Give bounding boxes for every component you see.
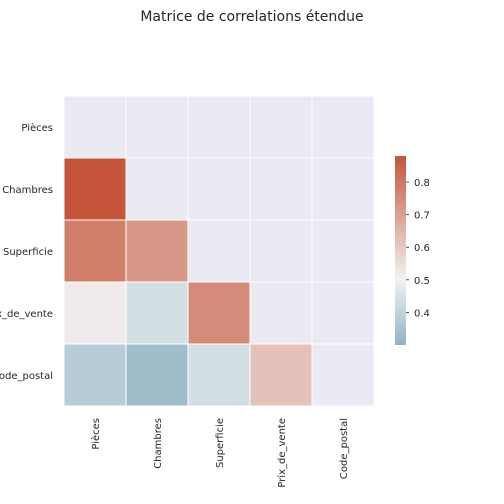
- colorbar-gradient: [395, 156, 406, 345]
- y-tick-label: Superficie: [3, 247, 53, 258]
- heatmap-cell: [125, 343, 189, 407]
- x-tick-labels: Pièces Chambres Superficie Prix_de_vente Cod…: [90, 418, 350, 488]
- heatmap-cells: [63, 95, 375, 407]
- heatmap-cell-masked: [187, 219, 251, 283]
- y-tick-label: Code_postal: [0, 371, 53, 382]
- heatmap-cell: [63, 281, 127, 345]
- heatmap-cell-masked: [249, 219, 313, 283]
- heatmap-cell-masked: [249, 281, 313, 345]
- heatmap-cell-masked: [187, 95, 251, 159]
- heatmap-cell: [125, 219, 189, 283]
- colorbar-tick-label: 0.4: [414, 308, 430, 319]
- heatmap-cell-masked: [311, 219, 375, 283]
- heatmap-cell-masked: [249, 95, 313, 159]
- colorbar-tick-label: 0.6: [414, 243, 430, 254]
- colorbar-tick-label: 0.5: [414, 276, 430, 287]
- heatmap-cell: [63, 343, 127, 407]
- y-tick-labels: Pièces Chambres Superficie Prix_de_vente Cod…: [0, 122, 53, 382]
- heatmap-cell: [63, 157, 127, 221]
- x-tick-label: Code_postal: [339, 418, 350, 479]
- y-tick-label: Chambres: [2, 185, 53, 196]
- heatmap-cell-masked: [311, 281, 375, 345]
- x-tick-label: Pièces: [90, 418, 102, 450]
- heatmap-cell-masked: [249, 157, 313, 221]
- heatmap-cell-masked: [311, 343, 375, 407]
- heatmap-cell: [63, 219, 127, 283]
- y-tick-label: Prix_de_vente: [0, 309, 53, 320]
- heatmap-cell-masked: [311, 157, 375, 221]
- heatmap-cell-masked: [125, 95, 189, 159]
- x-tick-label: Chambres: [153, 418, 164, 469]
- y-tick-label: Pièces: [21, 122, 53, 134]
- colorbar: 0.4 0.5 0.6 0.7 0.8: [395, 156, 430, 345]
- heatmap-cell: [187, 281, 251, 345]
- heatmap-cell-masked: [125, 157, 189, 221]
- colorbar-tick-label: 0.8: [414, 178, 430, 189]
- x-tick-label: Prix_de_vente: [277, 418, 288, 488]
- heatmap-cell: [249, 343, 313, 407]
- colorbar-tick-label: 0.7: [414, 211, 430, 222]
- heatmap-cell-masked: [311, 95, 375, 159]
- chart-title: Matrice de correlations étendue: [140, 9, 363, 25]
- x-tick-label: Superficie: [215, 418, 226, 468]
- heatmap-cell: [125, 281, 189, 345]
- heatmap-cell-masked: [63, 95, 127, 159]
- heatmap-cell-masked: [187, 157, 251, 221]
- heatmap-cell: [187, 343, 251, 407]
